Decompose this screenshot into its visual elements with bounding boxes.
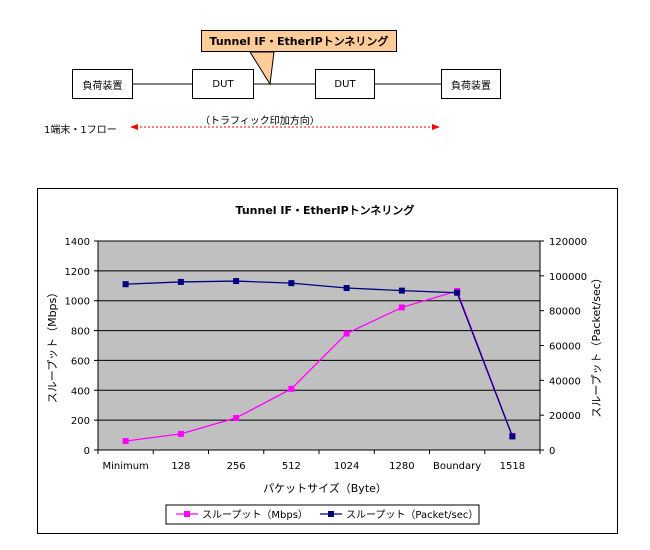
series-line-1 <box>125 290 513 442</box>
y-tick-label: 800 <box>71 327 90 338</box>
y-tick-label: 1400 <box>65 237 90 248</box>
x-tick-label: Boundary <box>433 461 481 472</box>
series-2-point <box>177 278 184 285</box>
series-2-point <box>343 285 350 292</box>
legend-label-1: スループット（Mbps） <box>202 509 308 521</box>
y2-tick-label: 0 <box>549 446 555 457</box>
callout-pointer <box>249 51 275 86</box>
x-tick-label: 1280 <box>389 461 414 472</box>
plot-area <box>97 240 541 451</box>
tunnel-callout: Tunnel IF・EtherIPトンネリング <box>201 30 397 52</box>
x-tick-label: 512 <box>282 461 301 472</box>
chart-title: Tunnel IF・EtherIPトンネリング <box>236 203 415 217</box>
y2-tick-label: 100000 <box>549 272 587 283</box>
series-2-point <box>288 280 295 287</box>
x-tick-label: 1518 <box>500 461 525 472</box>
series-1-point <box>398 304 405 311</box>
y-tick-label: 1000 <box>65 297 90 308</box>
y-tick-label: 200 <box>71 416 90 427</box>
legend-marker-2 <box>328 511 334 517</box>
y2-tick-label: 20000 <box>549 411 581 422</box>
x-axis-title: パケットサイズ（Byte） <box>263 481 387 495</box>
series-2-point <box>454 289 461 296</box>
y2-axis-title: スループット（Packet/sec） <box>590 272 603 418</box>
series-2-point <box>398 287 405 294</box>
x-tick-label: 1024 <box>334 461 359 472</box>
right-load-device: 負荷装置 <box>441 69 501 99</box>
traffic-arrow-left-head <box>130 124 138 130</box>
diagram-lines <box>130 51 441 130</box>
series-2-point <box>122 281 129 288</box>
series-1-point <box>233 414 240 421</box>
y2-tick-label: 60000 <box>549 342 581 353</box>
y2-tick-label: 40000 <box>549 376 581 387</box>
legend-label-2: スループット（Packet/sec） <box>346 509 478 521</box>
network-diagram: 負荷装置 DUT DUT 負荷装置 Tunnel IF・EtherIPトンネリン… <box>0 0 650 150</box>
left-load-device: 負荷装置 <box>72 69 133 99</box>
y2-tick-label: 120000 <box>549 237 587 248</box>
series-line-2 <box>125 280 513 437</box>
flow-label: 1端末・1フロー <box>44 125 117 136</box>
x-tick-label: 256 <box>227 461 246 472</box>
series-1-point <box>288 385 295 392</box>
y-tick-label: 400 <box>71 386 90 397</box>
traffic-direction-label: （トラフィック印加方向） <box>200 116 320 127</box>
x-tick-label: Minimum <box>102 461 148 472</box>
series-1-point <box>343 330 350 337</box>
y-tick-label: 0 <box>84 446 90 457</box>
series-2-point <box>509 433 516 440</box>
dut-box-2: DUT <box>315 69 375 99</box>
x-tick-label: 128 <box>171 461 190 472</box>
series-1-point <box>177 430 184 437</box>
y-tick-label: 600 <box>71 356 90 367</box>
series-1-point <box>122 438 129 445</box>
y2-tick-label: 80000 <box>549 307 581 318</box>
legend-marker-1 <box>184 511 190 517</box>
traffic-arrow-right-head <box>432 124 440 130</box>
series-2-point <box>233 278 240 285</box>
y-tick-label: 1200 <box>65 267 90 278</box>
y-axis-title: スループット（Mbps） <box>46 287 59 404</box>
dut-box-1: DUT <box>192 69 254 99</box>
